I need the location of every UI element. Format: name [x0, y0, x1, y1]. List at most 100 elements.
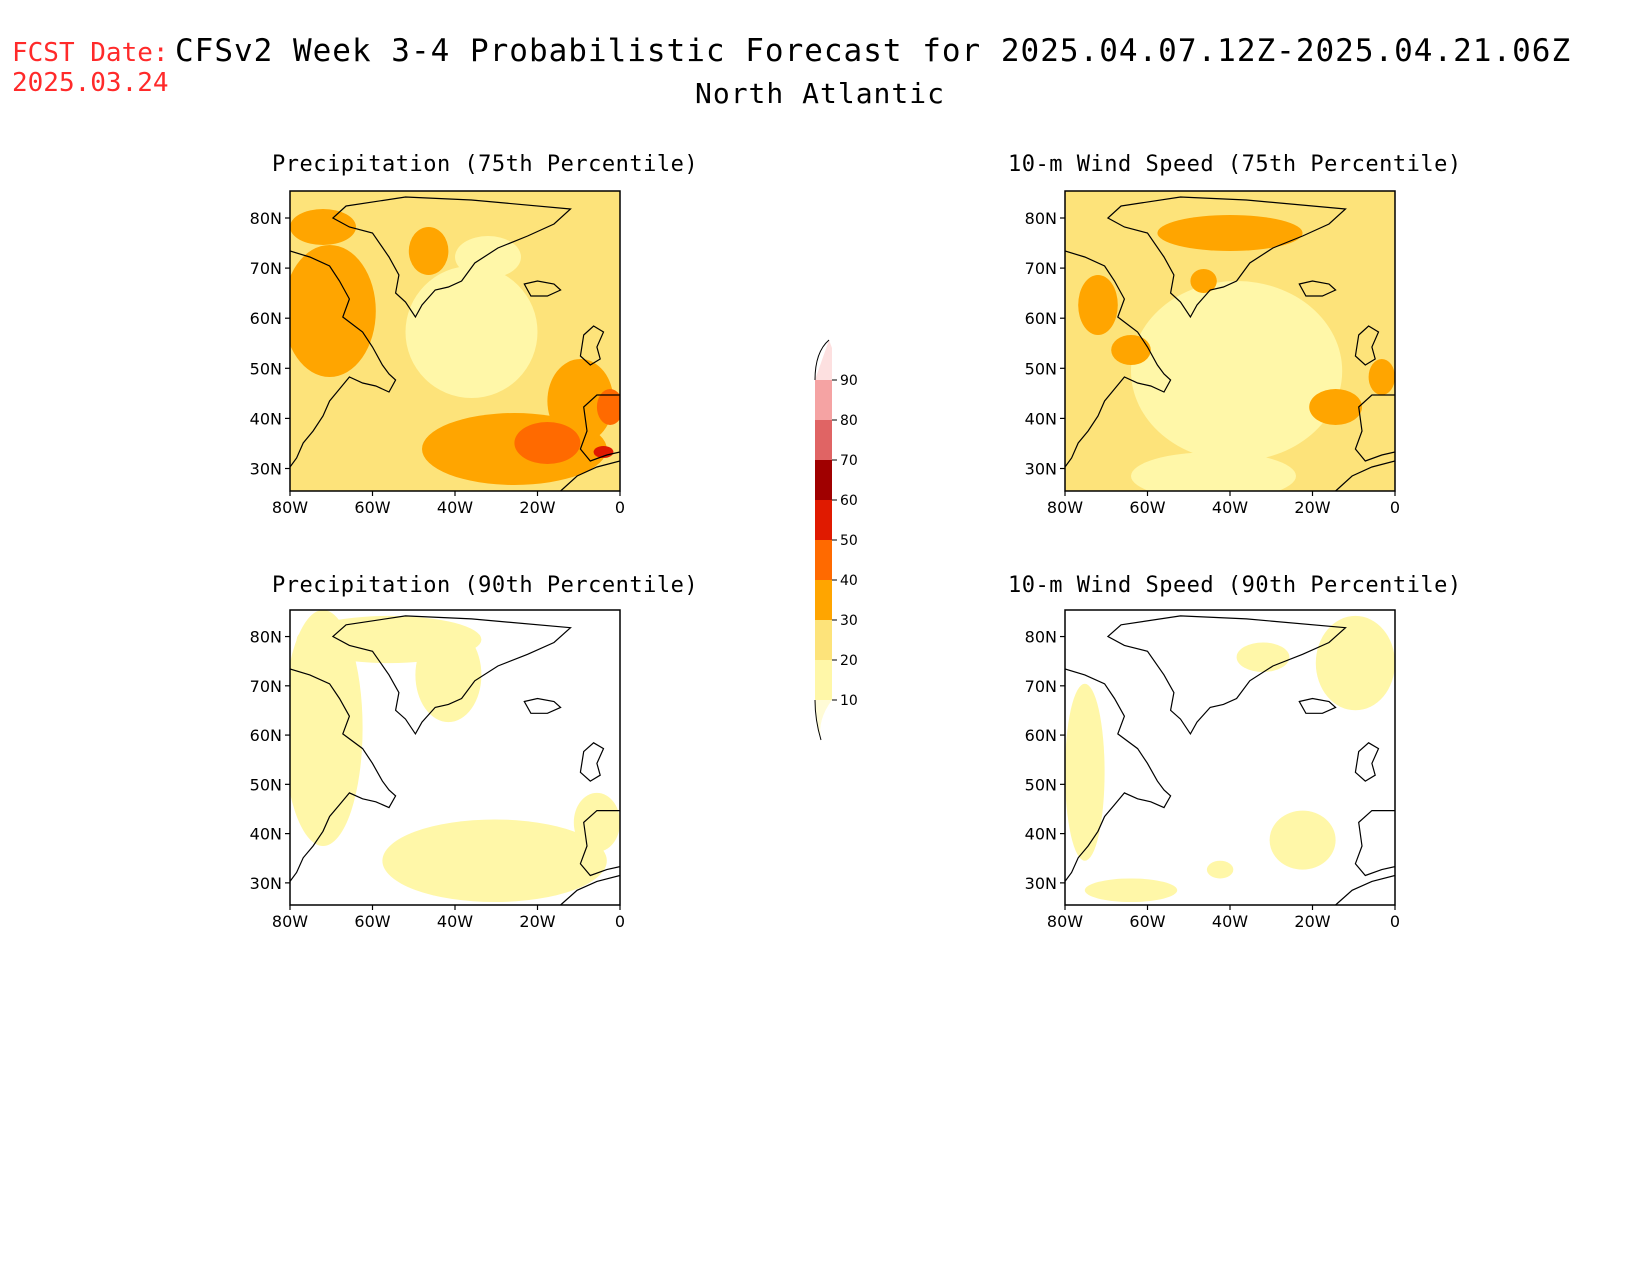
- probability-region: [1078, 275, 1118, 335]
- uk-coast: [579, 742, 605, 782]
- probability-region: [415, 627, 482, 723]
- probability-region: [514, 422, 581, 464]
- probability-region: [1269, 810, 1336, 870]
- colorbar: 10 20 30 40 50 60 70 80 90: [814, 339, 858, 741]
- africa-coast: [560, 460, 620, 491]
- colorbar-segment-top: [815, 340, 832, 380]
- map-field: [1065, 610, 1395, 905]
- lat-label: 70N: [250, 677, 282, 696]
- uk-coast: [579, 325, 605, 366]
- lat-label: 60N: [1025, 309, 1057, 328]
- fcst-date-prefix: FCST Date:: [12, 38, 169, 68]
- lon-label: 60W: [1129, 912, 1165, 931]
- map-field: [1065, 191, 1395, 491]
- probability-region: [1131, 452, 1296, 491]
- colorbar-segment: [815, 500, 832, 540]
- lat-label: 80N: [1025, 209, 1057, 228]
- lon-label: 40W: [437, 912, 473, 931]
- lat-label: 70N: [1025, 677, 1057, 696]
- lat-label: 50N: [250, 775, 282, 794]
- probability-region: [1065, 683, 1105, 861]
- colorbar-lower-extension: [815, 700, 832, 740]
- greenland-coast: [331, 615, 572, 736]
- iberia-coast: [579, 809, 620, 877]
- lon-label: 80W: [1047, 912, 1083, 931]
- iberia-coast: [1354, 394, 1395, 462]
- colorbar-segment: [815, 660, 832, 700]
- colorbar-segment: [815, 460, 832, 500]
- africa-coast: [560, 874, 620, 905]
- colorbar-label: 80: [840, 413, 858, 429]
- north-america-coast: [290, 668, 397, 882]
- lon-label: 80W: [1047, 498, 1083, 517]
- lon-label: 60W: [354, 912, 390, 931]
- probability-region: [573, 792, 620, 852]
- map-panel-precip-90: 80N 70N 60N 50N 40N 30N 80W 60W 40W 20W 0: [250, 609, 625, 931]
- probability-region: [1157, 215, 1303, 251]
- lat-label: 50N: [1025, 775, 1057, 794]
- lon-label: 0: [615, 498, 625, 517]
- colorbar-segment: [815, 380, 832, 420]
- lat-label: 30N: [250, 460, 282, 479]
- fcst-date-value: 2025.03.24: [12, 68, 169, 98]
- colorbar-segment: [815, 580, 832, 620]
- lat-label: 70N: [1025, 259, 1057, 278]
- lat-label: 40N: [1025, 409, 1057, 428]
- lat-label: 50N: [250, 359, 282, 378]
- lon-label: 60W: [354, 498, 390, 517]
- probability-region: [382, 819, 607, 903]
- probability-region: [1309, 389, 1362, 425]
- probability-region: [1111, 335, 1151, 365]
- uk-coast: [1354, 325, 1380, 366]
- lat-label: 30N: [250, 874, 282, 893]
- colorbar-label: 70: [840, 453, 858, 469]
- lat-label: 30N: [1025, 460, 1057, 479]
- lon-label: 40W: [1212, 912, 1248, 931]
- colorbar-segment: [815, 620, 832, 660]
- colorbar-label: 30: [840, 613, 858, 629]
- north-america-coast: [1065, 668, 1172, 882]
- africa-coast: [1335, 874, 1395, 905]
- lon-label: 40W: [1212, 498, 1248, 517]
- map-panel-precip-75: 80N 70N 60N 50N 40N 30N 80W 60W 40W 20W 0: [250, 190, 625, 517]
- greenland-coast: [1106, 615, 1347, 736]
- colorbar-segment: [815, 540, 832, 580]
- iceland-coast: [1298, 697, 1337, 714]
- iceland-coast: [1298, 280, 1337, 297]
- map-panel-wind-75: 80N 70N 60N 50N 40N 30N 80W 60W 40W 20W 0: [1025, 190, 1400, 517]
- lon-label: 0: [615, 912, 625, 931]
- map-panel-wind-90: 80N 70N 60N 50N 40N 30N 80W 60W 40W 20W 0: [1025, 609, 1400, 931]
- probability-region: [1368, 359, 1395, 395]
- panel-title-wind-75: 10-m Wind Speed (75th Percentile): [1008, 152, 1462, 177]
- map-field: [290, 610, 620, 905]
- iceland-coast: [523, 697, 562, 714]
- probability-region: [596, 389, 620, 425]
- lat-label: 70N: [250, 259, 282, 278]
- uk-coast: [1354, 742, 1380, 782]
- colorbar-edge: [814, 699, 822, 741]
- probability-region: [1190, 269, 1217, 293]
- lon-label: 40W: [437, 498, 473, 517]
- lat-label: 50N: [1025, 359, 1057, 378]
- lon-label: 60W: [1129, 498, 1165, 517]
- probability-region: [405, 266, 538, 398]
- probability-region: [1084, 878, 1178, 903]
- colorbar-label: 90: [840, 373, 858, 389]
- north-america-coast: [290, 250, 397, 468]
- iceland-coast: [523, 280, 562, 297]
- colorbar-label: 40: [840, 573, 858, 589]
- colorbar-label: 20: [840, 653, 858, 669]
- colorbar-segment: [815, 420, 832, 460]
- lat-label: 80N: [250, 209, 282, 228]
- probability-region: [1315, 615, 1395, 711]
- lat-label: 40N: [1025, 825, 1057, 844]
- lat-label: 60N: [250, 309, 282, 328]
- iberia-coast: [1354, 809, 1395, 877]
- africa-coast: [1335, 460, 1395, 491]
- iberia-coast: [579, 394, 620, 462]
- colorbar-label: 60: [840, 493, 858, 509]
- greenland-coast: [331, 196, 572, 319]
- probability-region: [1206, 860, 1234, 879]
- probability-region: [290, 610, 363, 846]
